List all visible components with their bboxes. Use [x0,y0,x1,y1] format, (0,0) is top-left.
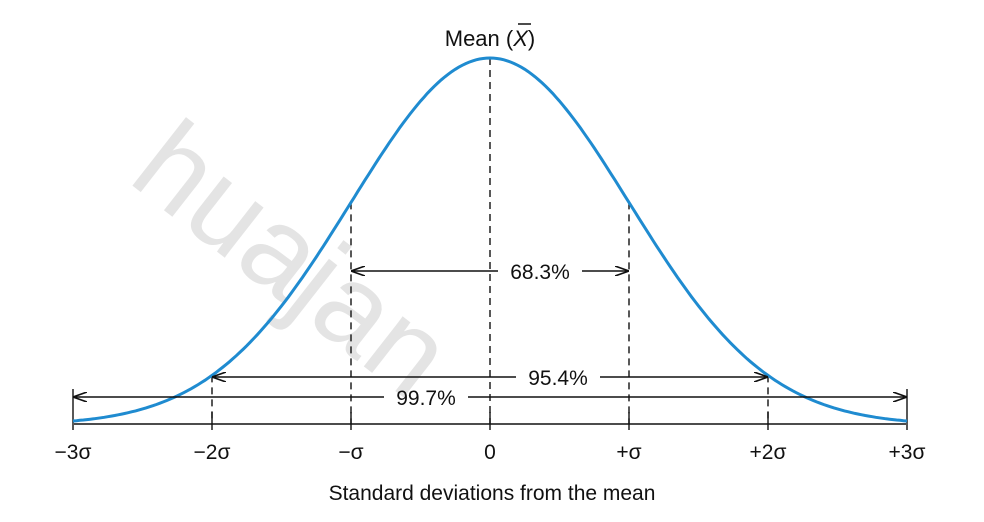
tick-label: +σ [616,441,641,464]
mean-label: Mean (X) [445,26,536,51]
watermark-text: huajan [110,95,476,422]
interval-label: 95.4% [528,367,588,390]
mean-label-suffix: ) [528,26,535,51]
tick-label: −2σ [194,441,231,464]
tick-label: −3σ [55,441,92,464]
interval-label: 68.3% [510,261,570,284]
interval-arrows: 68.3% 95.4% 99.7% [74,261,906,410]
tick-label: +3σ [889,441,926,464]
tick-label: 0 [484,441,496,464]
mean-label-prefix: Mean ( [445,26,514,51]
interval-label: 99.7% [396,387,456,410]
sd-dashed-lines [211,58,769,424]
mean-symbol: X [512,26,529,51]
tick-label: −σ [338,441,363,464]
tick-label: +2σ [750,441,787,464]
x-axis-title: Standard deviations from the mean [329,482,656,505]
tick-labels: −3σ −2σ −σ 0 +σ +2σ +3σ [55,441,926,464]
